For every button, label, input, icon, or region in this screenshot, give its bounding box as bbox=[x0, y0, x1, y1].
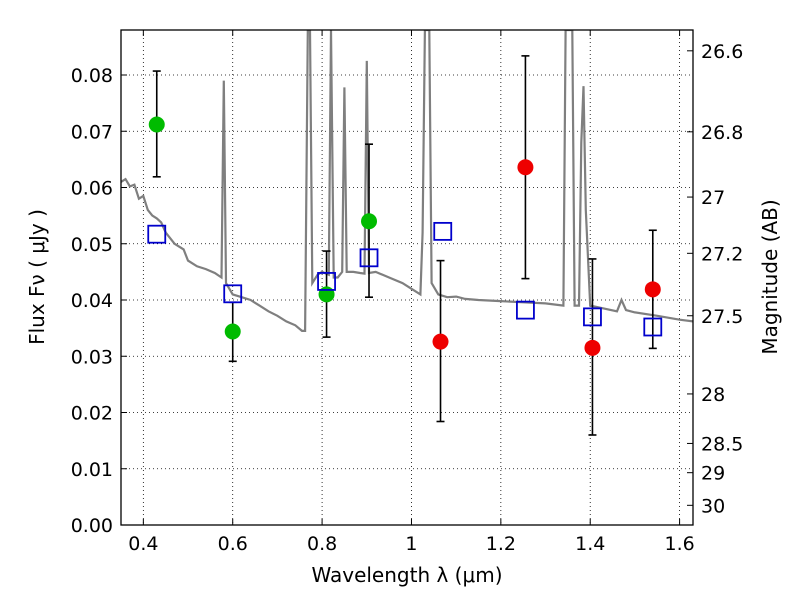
model-point bbox=[147, 224, 167, 244]
x-tick-label: 1 bbox=[405, 533, 417, 555]
model-spectrum bbox=[121, 30, 693, 332]
data-point bbox=[224, 323, 241, 340]
right-tick-label: 26.6 bbox=[701, 41, 743, 63]
model-point bbox=[317, 272, 336, 291]
y-tick-label: 0.02 bbox=[71, 403, 113, 425]
x-tick-label: 0.6 bbox=[218, 533, 248, 555]
x-tick-label: 0.4 bbox=[128, 533, 158, 555]
y-tick-label: 0.01 bbox=[71, 459, 113, 481]
right-tick-label: 28 bbox=[701, 384, 725, 406]
x-tick-label: 1.6 bbox=[664, 533, 694, 555]
y-axis-ticks: 0.00 0.01 0.02 0.03 0.04 0.05 0.06 0.07 0.08 bbox=[71, 65, 127, 537]
right-tick-label: 26.8 bbox=[701, 122, 743, 144]
y-tick-label: 0.06 bbox=[71, 178, 113, 200]
x-axis-label: Wavelength λ (μm) bbox=[311, 563, 502, 587]
y-tick-label: 0.04 bbox=[71, 290, 113, 312]
data-point bbox=[432, 333, 449, 350]
x-tick-label: 1.2 bbox=[486, 533, 516, 555]
plot-background bbox=[121, 30, 693, 525]
data-point bbox=[584, 339, 601, 356]
x-axis-ticks: 0.4 0.6 0.8 1 1.2 1.4 1.6 bbox=[128, 30, 695, 555]
model-point bbox=[583, 307, 602, 327]
data-point bbox=[361, 213, 378, 230]
data-point bbox=[644, 281, 661, 298]
y-tick-label: 0.00 bbox=[71, 515, 113, 537]
x-tick-label: 1.4 bbox=[575, 533, 605, 555]
model-spectrum-line bbox=[121, 30, 693, 332]
y-tick-label: 0.05 bbox=[71, 234, 113, 256]
y-tick-label: 0.03 bbox=[71, 346, 113, 368]
data-point bbox=[148, 116, 165, 133]
right-tick-label: 30 bbox=[701, 495, 725, 517]
model-point bbox=[643, 317, 663, 337]
right-tick-label: 28.5 bbox=[701, 433, 743, 455]
right-tick-label: 29 bbox=[701, 463, 725, 485]
data-point bbox=[318, 286, 335, 303]
model-point bbox=[359, 248, 379, 268]
right-axis-ticks: 26.6 26.8 27 27.2 27.5 28 28.5 29 30 bbox=[687, 41, 743, 517]
right-axis-label: Magnitude (AB) bbox=[758, 199, 782, 354]
right-tick-label: 27.2 bbox=[701, 243, 743, 265]
model-point bbox=[433, 221, 453, 241]
model-point bbox=[223, 284, 243, 304]
model-point bbox=[516, 300, 535, 320]
plot-frame bbox=[120, 29, 694, 526]
x-tick-label: 0.8 bbox=[307, 533, 337, 555]
y-axis-label: Flux Fν ( μJy ) bbox=[25, 209, 49, 345]
y-tick-label: 0.07 bbox=[71, 121, 113, 143]
data-points bbox=[147, 116, 663, 356]
y-tick-label: 0.08 bbox=[71, 65, 113, 87]
right-tick-label: 27.5 bbox=[701, 306, 743, 328]
data-point bbox=[517, 159, 534, 176]
right-tick-label: 27 bbox=[701, 187, 725, 209]
